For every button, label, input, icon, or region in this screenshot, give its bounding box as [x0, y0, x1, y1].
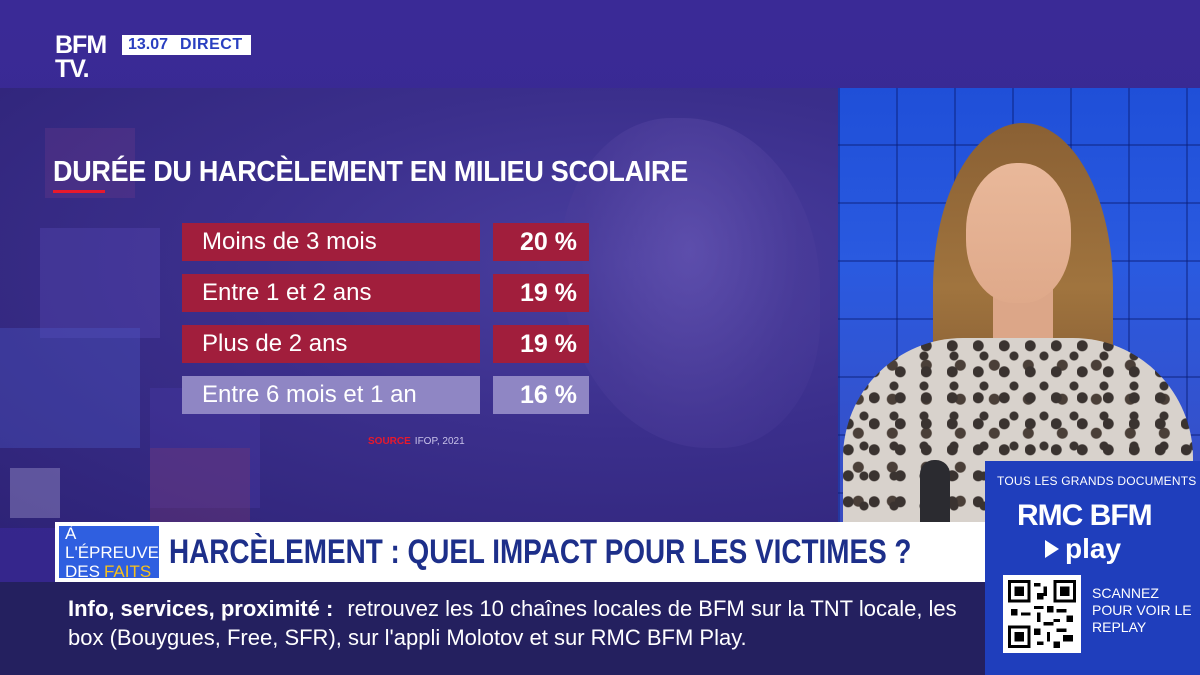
- promo-brand: RMC BFM: [1017, 499, 1153, 532]
- promo-play-logo: play: [1045, 533, 1121, 565]
- title-underline: [53, 190, 105, 193]
- ticker-text: retrouvez les 10 chaînes locales de BFM …: [68, 596, 957, 650]
- news-ticker: Info, services, proximité : retrouvez les…: [0, 582, 985, 675]
- ticker-lead: Info, services, proximité :: [68, 596, 334, 621]
- clock-time: 13.07: [128, 36, 169, 53]
- live-tag: 13.07 DIRECT: [122, 35, 251, 55]
- category-label: Entre 6 mois et 1 an: [182, 376, 480, 414]
- promo-play-word: play: [1065, 533, 1122, 564]
- headline: HARCÈLEMENT : QUEL IMPACT POUR LES VICTI…: [168, 532, 912, 571]
- chart-source: SOURCE IFOP, 2021: [368, 436, 465, 447]
- presenter-face: [966, 163, 1071, 303]
- value-label: 19 %: [493, 325, 589, 363]
- chart-title: DURÉE DU HARCÈLEMENT EN MILIEU SCOLAIRE: [53, 156, 688, 188]
- category-label: Entre 1 et 2 ans: [182, 274, 480, 312]
- program-tag: À L'ÉPREUVE DES FAITS: [59, 523, 159, 581]
- live-label: DIRECT: [180, 36, 243, 53]
- program-tag-des: DES: [65, 561, 100, 581]
- decor-square: [45, 128, 135, 198]
- replay-promo: TOUS LES GRANDS DOCUMENTS SUR RMC BFM pl…: [985, 461, 1200, 675]
- chart-table: Moins de 3 mois 20 % Entre 1 et 2 ans 19 % P…: [182, 223, 589, 414]
- qr-code[interactable]: [1003, 575, 1081, 653]
- value-label: 19 %: [493, 274, 589, 312]
- play-icon: [1045, 540, 1059, 558]
- program-tag-faits: FAITS: [103, 561, 152, 581]
- category-label: Moins de 3 mois: [182, 223, 480, 261]
- promo-top-text: TOUS LES GRANDS DOCUMENTS SUR: [997, 474, 1200, 488]
- studio-camera-view: [838, 88, 1200, 528]
- source-text: IFOP, 2021: [414, 436, 465, 447]
- decor-square: [40, 228, 160, 338]
- logo-line-1: BFM: [55, 31, 107, 59]
- bfmtv-logo: BFM TV.: [55, 33, 117, 83]
- headline-bar: À L'ÉPREUVE DES FAITS HARCÈLEMENT : QUEL…: [55, 522, 985, 582]
- program-tag-line2: DES FAITS: [65, 562, 159, 581]
- decor-square: [10, 468, 60, 518]
- microphone-icon: [920, 460, 950, 528]
- value-label: 20 %: [493, 223, 589, 261]
- qr-code-icon: [1008, 580, 1076, 648]
- promo-cta: SCANNEZ POUR VOIR LE REPLAY: [1092, 585, 1192, 635]
- program-tag-line1: À L'ÉPREUVE: [65, 523, 159, 562]
- decor-square: [0, 328, 140, 448]
- source-key: SOURCE: [368, 436, 411, 447]
- category-label: Plus de 2 ans: [182, 325, 480, 363]
- logo-line-2: TV.: [55, 55, 90, 83]
- decor-square: [150, 448, 250, 528]
- value-label: 16 %: [493, 376, 589, 414]
- background-silhouette: [560, 118, 820, 448]
